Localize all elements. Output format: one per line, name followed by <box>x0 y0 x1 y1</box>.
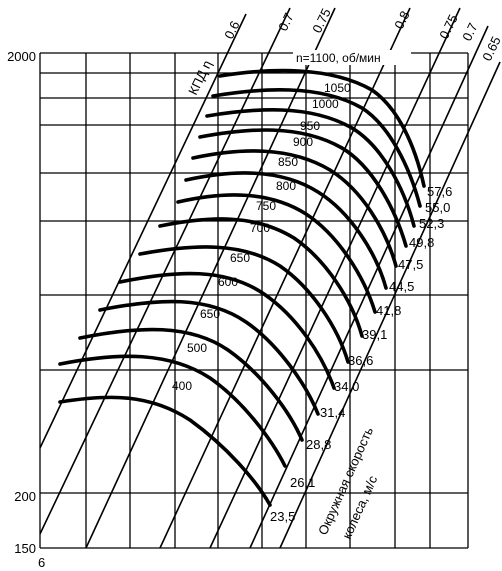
speed-curve <box>176 193 377 314</box>
speed-curve <box>191 149 398 268</box>
speed-labels: n=1100, об/мин 1050 1000 950 900 850 800… <box>172 50 411 393</box>
speed-curve <box>118 271 336 390</box>
tip-speed-label: 49,8 <box>409 235 434 250</box>
tip-speed-label: 55,0 <box>425 200 450 215</box>
efficiency-label: 0.7 <box>275 10 296 33</box>
speed-curve <box>211 88 422 208</box>
efficiency-line <box>279 61 501 549</box>
speed-curve <box>205 108 416 228</box>
tip-speed-label: 31,4 <box>320 405 345 420</box>
y-axis-origin-label: 150 <box>14 541 36 556</box>
speed-label: 850 <box>278 155 298 169</box>
tip-speed-label: 36,6 <box>348 353 373 368</box>
speed-label: 500 <box>187 341 207 355</box>
tip-speed-label: 44,5 <box>389 279 414 294</box>
tip-speed-label: 57,6 <box>427 184 452 199</box>
y-label-bg <box>0 488 38 504</box>
speed-label: 400 <box>172 379 192 393</box>
speed-curve <box>218 68 426 188</box>
speed-curve <box>98 299 320 416</box>
x-axis-origin-label: 6 <box>38 555 45 570</box>
efficiency-label: 0.75 <box>309 6 334 35</box>
speed-curves <box>58 68 426 507</box>
tip-speed-label: 34,0 <box>334 379 359 394</box>
efficiency-lines <box>39 7 501 549</box>
tip-speed-label: 26,1 <box>290 475 315 490</box>
speed-label: 700 <box>250 221 270 235</box>
speed-header-bg <box>293 50 411 65</box>
speed-label: 800 <box>276 179 296 193</box>
speed-curve <box>138 245 350 364</box>
tip-speed-label: 28,8 <box>306 437 331 452</box>
efficiency-line <box>159 7 411 549</box>
speed-curve <box>78 327 304 442</box>
efficiency-line <box>39 7 291 535</box>
y-axis-top-label: 2000 <box>7 49 36 64</box>
speed-curve <box>198 128 408 248</box>
tip-speed-label: 41,8 <box>376 303 401 318</box>
speed-label: 1050 <box>324 81 351 95</box>
tip-speed-label: 39,1 <box>362 327 387 342</box>
efficiency-label: 0.6 <box>221 18 242 41</box>
efficiency-line <box>85 7 336 549</box>
y-axis-bottom-label: 200 <box>14 489 36 504</box>
speed-curve <box>158 217 364 338</box>
speed-label: 750 <box>256 199 276 213</box>
speed-label: 650 <box>230 251 250 265</box>
tip-speed-label: 47,5 <box>398 257 423 272</box>
efficiency-title: КПД η <box>185 58 215 97</box>
y-label-bg <box>0 48 38 64</box>
speed-curve <box>58 395 272 507</box>
speed-curve <box>184 171 388 290</box>
efficiency-label: 0.75 <box>436 12 461 41</box>
efficiency-label: 0.8 <box>391 8 412 31</box>
axis-labels: 2000 200 150 6 <box>0 48 45 570</box>
efficiency-label: 0.7 <box>459 20 480 43</box>
speed-label: 900 <box>293 135 313 149</box>
speed-curve <box>58 354 287 468</box>
efficiency-line <box>39 13 247 449</box>
tip-speed-label: 23,5 <box>270 509 295 524</box>
speed-label: 600 <box>218 275 238 289</box>
speed-label: 650 <box>200 307 220 321</box>
efficiency-line <box>249 25 489 549</box>
speed-label: 1000 <box>312 97 339 111</box>
speed-label: 950 <box>300 119 320 133</box>
speed-header-label: n=1100, об/мин <box>296 51 381 65</box>
tip-speed-label: 52,3 <box>419 216 444 231</box>
